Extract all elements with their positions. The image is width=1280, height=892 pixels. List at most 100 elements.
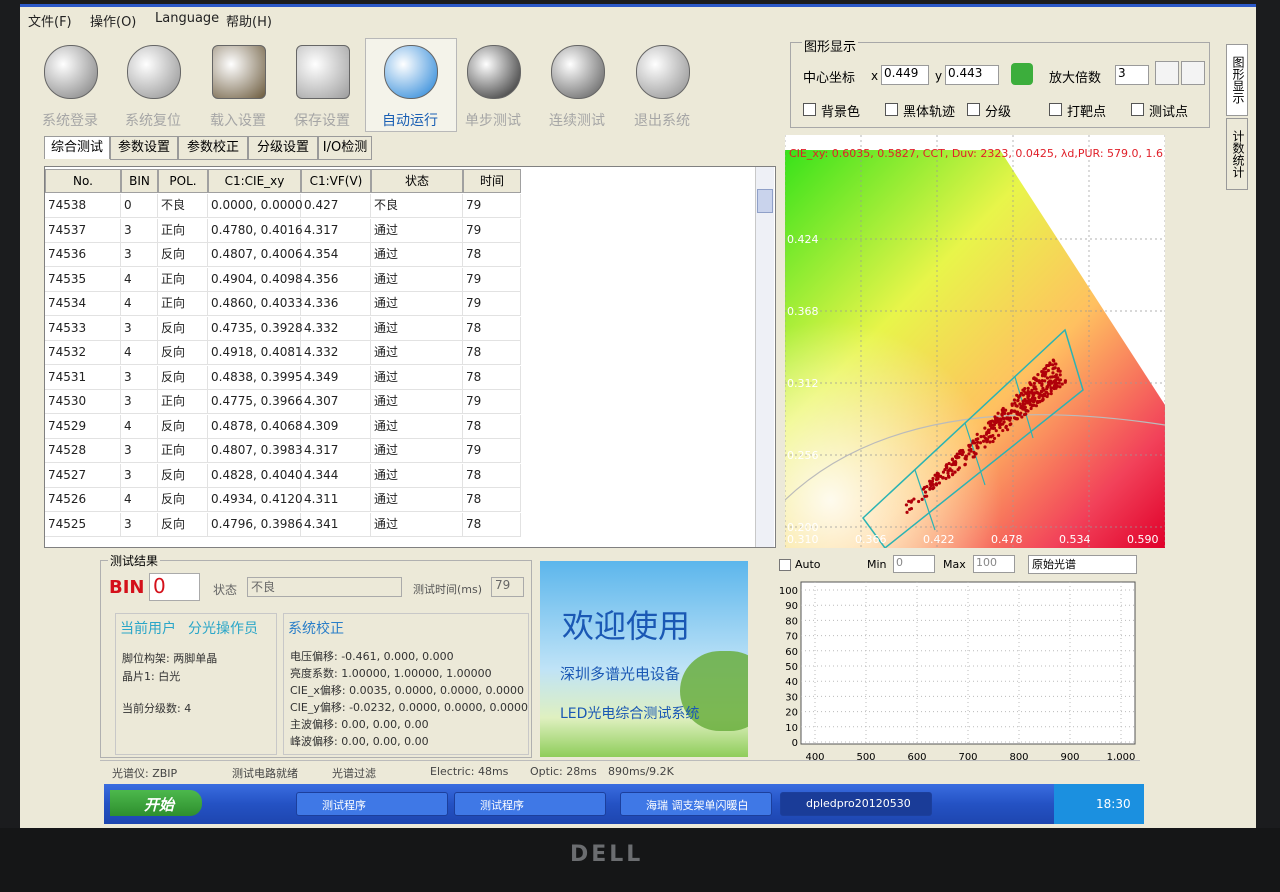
start-button[interactable] xyxy=(110,790,202,816)
test-point xyxy=(1002,420,1006,424)
table-cell: 79 xyxy=(463,390,521,414)
taskbar-item[interactable] xyxy=(780,792,932,816)
table-cell: 通过 xyxy=(371,341,463,365)
zoom-in-button[interactable] xyxy=(1155,61,1179,85)
toolbar-button[interactable]: 单步测试 xyxy=(465,113,521,129)
checkbox[interactable] xyxy=(803,103,816,116)
test-point xyxy=(928,479,932,483)
toolbar-button[interactable]: 退出系统 xyxy=(634,113,690,129)
start-label[interactable]: 开始 xyxy=(144,796,175,814)
table-cell: 通过 xyxy=(371,463,463,488)
table-cell: 4.311 xyxy=(301,488,371,512)
test-point xyxy=(1041,373,1045,377)
column-header[interactable]: C1:CIE_xy xyxy=(208,169,301,193)
apply-button[interactable] xyxy=(1011,63,1033,85)
spectrum-chart: 0 10 20 30 40 50 60 70 80 90 100 xyxy=(779,581,1136,748)
table-cell: 通过 xyxy=(371,488,463,512)
column-header[interactable]: No. xyxy=(45,169,121,193)
test-point xyxy=(1010,403,1014,407)
toolbar-button[interactable]: 载入设置 xyxy=(210,113,266,129)
checkbox[interactable] xyxy=(1131,103,1144,116)
taskbar-item-label[interactable]: 海瑞 调支架单闪暖白 xyxy=(646,799,749,812)
y-tick-label: 20 xyxy=(785,708,798,719)
toolbar-button[interactable]: 系统复位 xyxy=(125,113,181,129)
input[interactable]: 0 xyxy=(893,555,935,573)
banner-system: LED光电综合测试系统 xyxy=(560,706,700,722)
test-point xyxy=(936,475,940,480)
y-tick-label: 70 xyxy=(785,632,798,643)
side-tab[interactable]: 计数统计 xyxy=(1226,118,1248,190)
tab[interactable]: 参数设置 xyxy=(110,136,178,160)
test-point xyxy=(1001,406,1005,411)
input[interactable]: 0.443 xyxy=(945,65,999,85)
toolbar-icon xyxy=(551,45,605,99)
test-point xyxy=(999,422,1003,426)
test-point xyxy=(1045,387,1049,391)
column-header[interactable]: 时间 xyxy=(463,169,521,193)
table-cell: 0.4918, 0.4081 xyxy=(208,341,303,365)
test-point xyxy=(1015,410,1019,414)
tab[interactable]: 参数校正 xyxy=(178,136,248,160)
checkbox-label: 测试点 xyxy=(1149,105,1189,120)
table-cell: 3 xyxy=(121,390,158,414)
checkbox-label: 分级 xyxy=(985,105,1012,120)
x-tick-label: 800 xyxy=(1009,752,1028,763)
toolbar-button[interactable]: 保存设置 xyxy=(294,113,350,129)
column-header[interactable]: BIN xyxy=(121,169,158,193)
taskbar-item-label[interactable]: 测试程序 xyxy=(322,799,366,812)
spectrum-panel: Auto Min 0 Max 100 原始光谱 0 10 20 30 40 50 60 70 80 90 100… xyxy=(775,552,1140,763)
dropdown[interactable]: 原始光谱 xyxy=(1028,555,1137,574)
menu-item[interactable]: 帮助(H) xyxy=(226,15,272,30)
test-point xyxy=(1049,389,1053,393)
test-point xyxy=(1043,374,1047,378)
menu-item[interactable]: 操作(O) xyxy=(90,15,137,30)
table-cell: 不良 xyxy=(158,194,208,218)
label: 放大倍数 xyxy=(1049,71,1102,86)
test-point xyxy=(1004,425,1008,429)
toolbar-button[interactable]: 自动运行 xyxy=(382,113,438,129)
checkbox[interactable] xyxy=(779,559,791,571)
test-point xyxy=(1028,382,1033,386)
input[interactable]: 3 xyxy=(1115,65,1149,85)
test-point xyxy=(1032,376,1036,381)
label: x xyxy=(871,69,879,83)
taskbar-item[interactable] xyxy=(620,792,772,816)
table-cell: 4 xyxy=(121,341,158,365)
test-point xyxy=(967,452,971,456)
toolbar-button[interactable]: 连续测试 xyxy=(549,113,605,129)
column-header[interactable]: POL. xyxy=(158,169,208,193)
scroll-thumb[interactable] xyxy=(757,189,773,213)
column-header[interactable]: 状态 xyxy=(371,169,463,193)
graph-panel-title: 图形显示 xyxy=(802,36,859,55)
zoom-out-button[interactable] xyxy=(1181,61,1205,85)
user-info: 脚位构架: 两脚单晶 xyxy=(122,652,218,665)
test-point xyxy=(1016,398,1020,402)
checkbox[interactable] xyxy=(967,103,980,116)
table-cell: 4 xyxy=(121,267,158,292)
input[interactable]: 100 xyxy=(973,555,1015,573)
column-header[interactable]: C1:VF(V) xyxy=(301,169,371,193)
test-point xyxy=(1035,390,1039,395)
test-point xyxy=(1051,363,1055,367)
tab[interactable]: 综合测试 xyxy=(44,136,110,159)
table-cell: 通过 xyxy=(371,243,463,267)
taskbar-item-label[interactable]: dpledpro20120530 xyxy=(806,797,911,810)
test-point xyxy=(1040,383,1044,388)
checkbox[interactable] xyxy=(1049,103,1062,116)
tab[interactable]: 分级设置 xyxy=(248,136,318,160)
menu-item[interactable]: 文件(F) xyxy=(28,15,72,30)
taskbar-item[interactable] xyxy=(296,792,448,816)
checkbox[interactable] xyxy=(885,103,898,116)
test-point xyxy=(1021,388,1025,392)
toolbar-icon xyxy=(127,45,181,99)
taskbar-item-label[interactable]: 测试程序 xyxy=(480,799,524,812)
tab[interactable]: I/O检测 xyxy=(318,136,372,160)
menu-item[interactable]: Language xyxy=(155,11,220,26)
side-tab[interactable]: 图形显示 xyxy=(1226,44,1248,116)
taskbar-item[interactable] xyxy=(454,792,606,816)
toolbar-button[interactable]: 系统登录 xyxy=(42,113,98,129)
table-cell: 0.4828, 0.4040 xyxy=(208,463,303,488)
input[interactable]: 0.449 xyxy=(881,65,929,85)
table-cell: 3 xyxy=(121,439,158,463)
table-cell: 78 xyxy=(463,316,521,341)
